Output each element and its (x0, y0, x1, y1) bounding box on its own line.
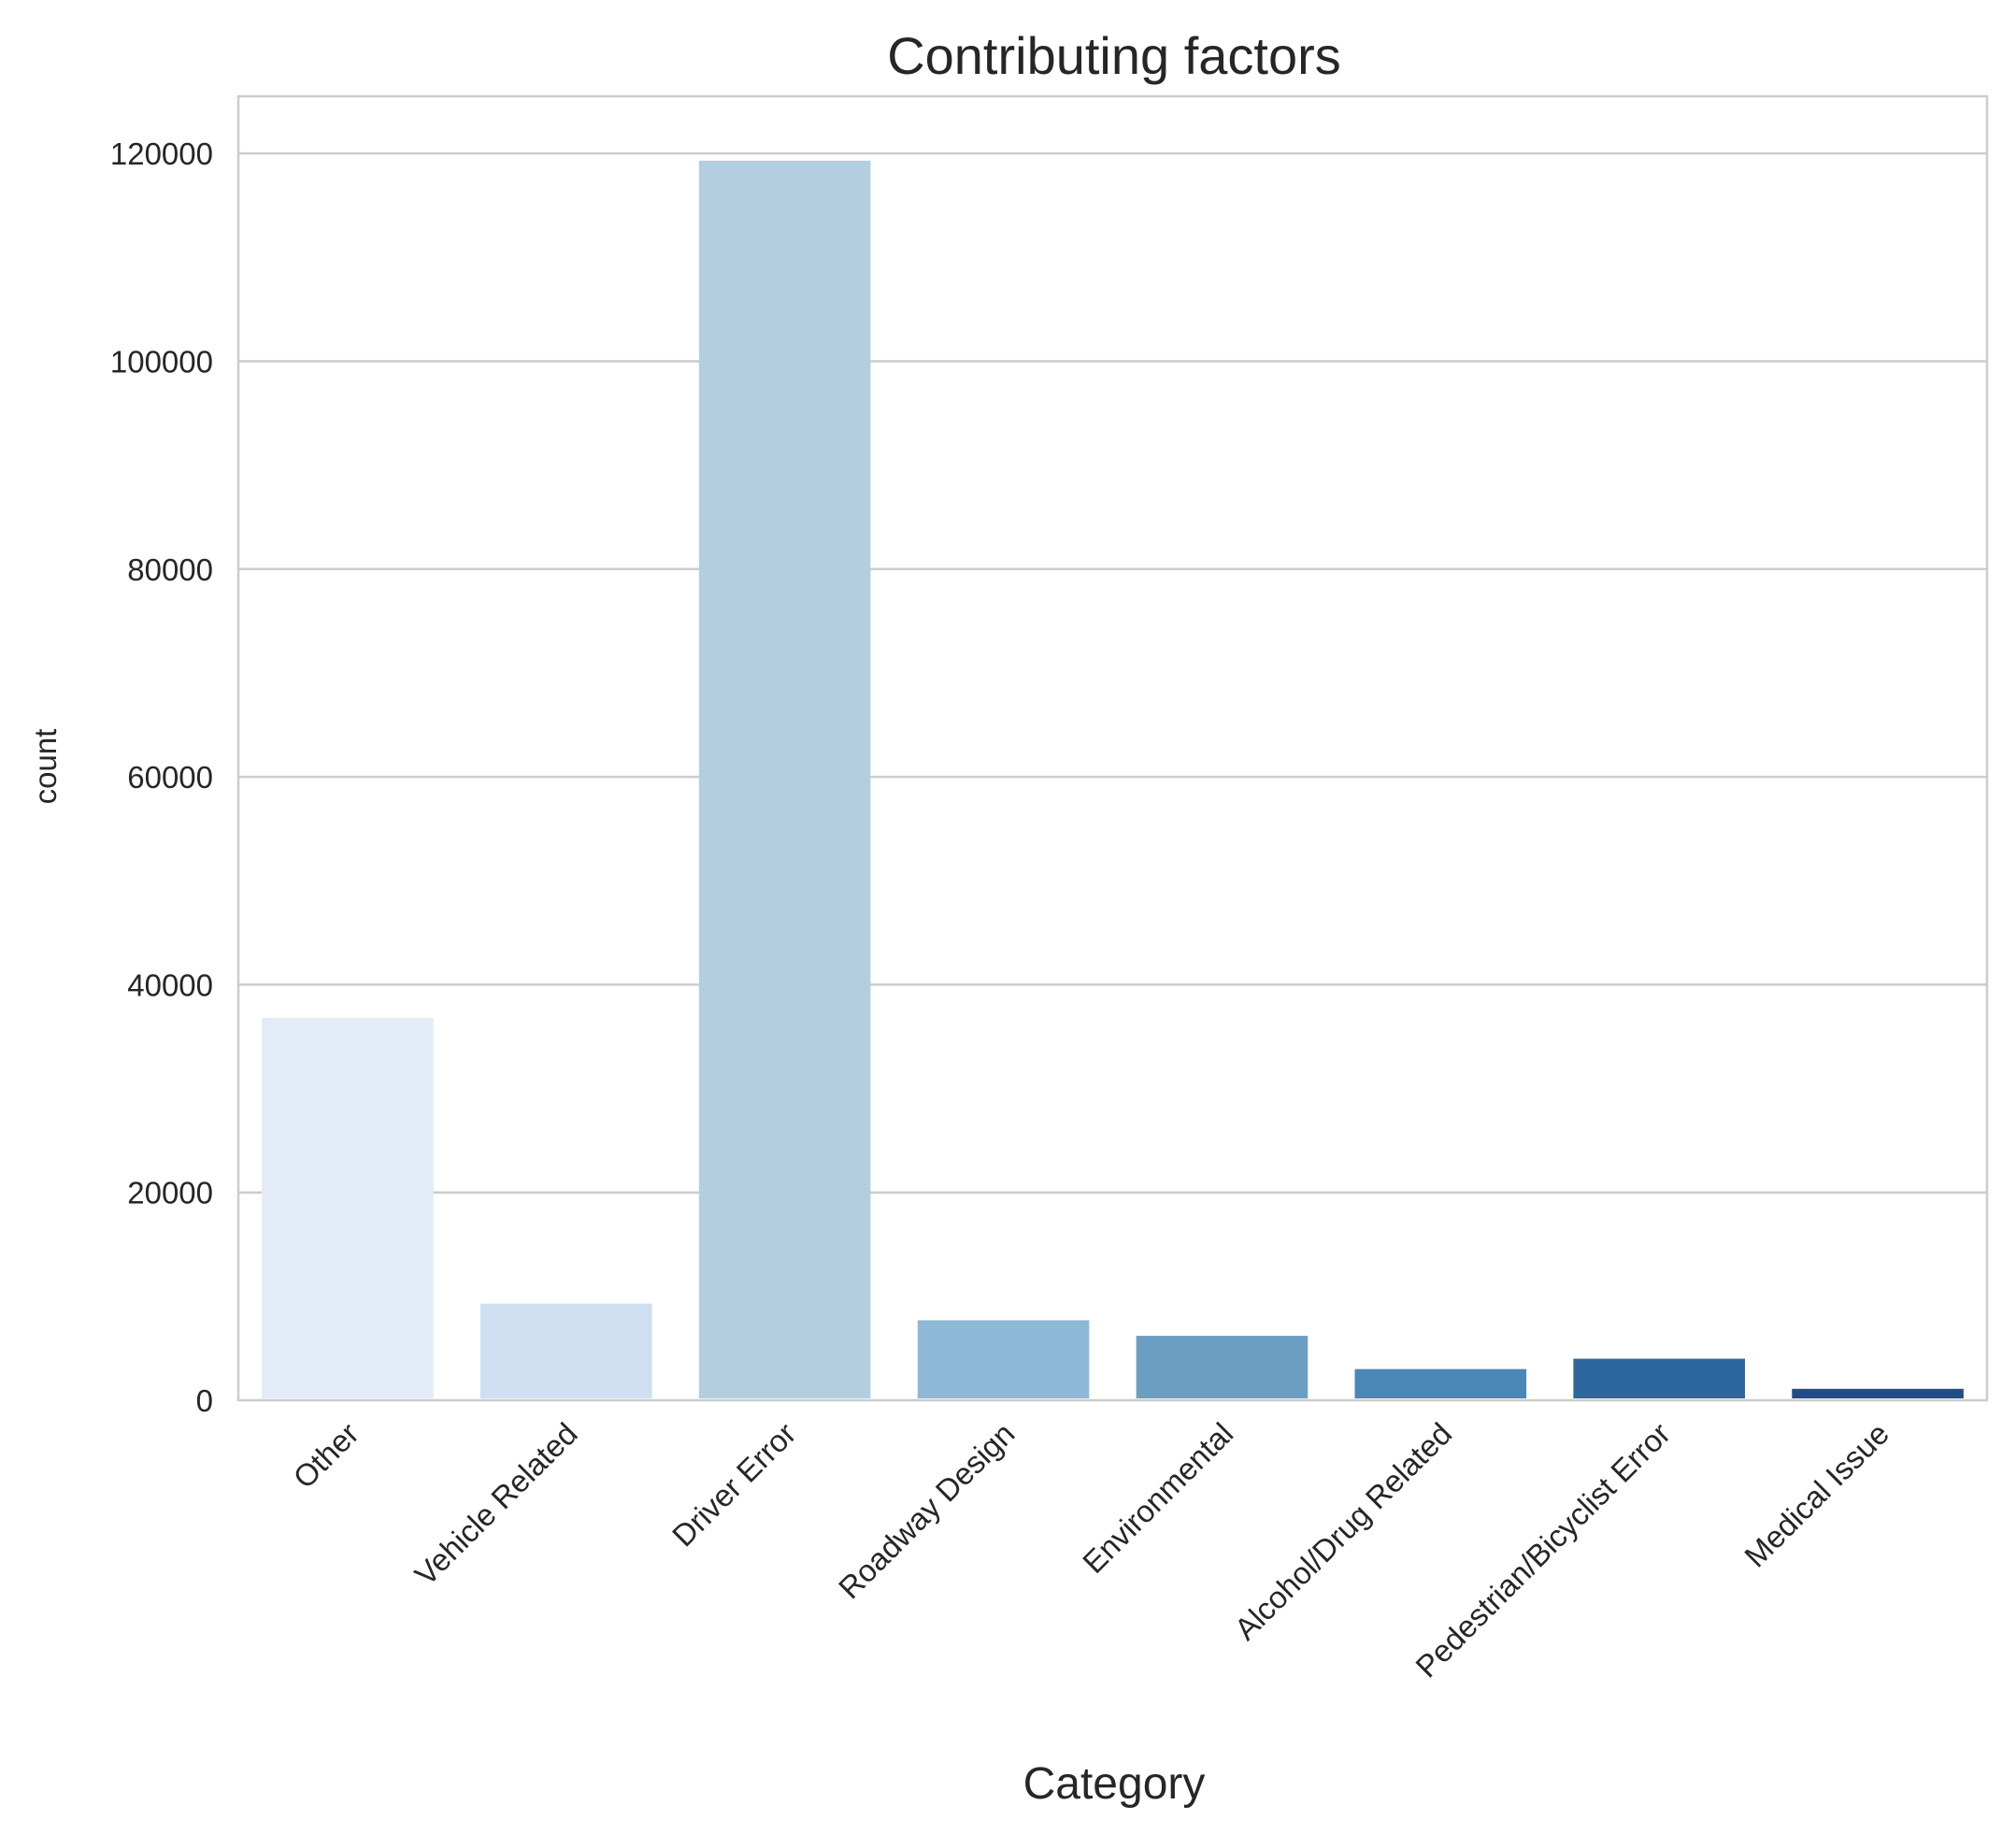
chart-title: Contributing factors (887, 26, 1341, 85)
x-tick-label: Vehicle Related (408, 1416, 583, 1592)
y-tick-label: 100000 (110, 344, 213, 379)
x-tick-label: Other (286, 1416, 365, 1496)
gridlines (238, 151, 1987, 1194)
y-tick-label: 20000 (127, 1176, 213, 1211)
plot-frame (236, 94, 1989, 1402)
bar-vehicle-related (480, 1303, 652, 1398)
y-tick-label: 60000 (127, 760, 213, 795)
x-tick-label: Environmental (1076, 1416, 1239, 1580)
y-tick-label: 40000 (127, 967, 213, 1002)
y-axis-label: count (28, 729, 63, 805)
y-tick-labels: 0 20000 40000 60000 80000 100000 120000 (110, 136, 213, 1418)
x-tick-label: Pedestrian/Bicyclist Error (1409, 1416, 1677, 1684)
bar-roadway-design (917, 1320, 1090, 1398)
y-tick-label: 0 (196, 1383, 213, 1418)
bar-other (262, 1017, 434, 1398)
x-tick-labels: Other Vehicle Related Driver Error Roadway … (286, 1416, 1895, 1684)
bar-medical-issue (1792, 1388, 1964, 1398)
y-tick-label: 120000 (110, 136, 213, 171)
bars (262, 160, 1964, 1398)
x-tick-label: Alcohol/Drug Related (1228, 1416, 1459, 1647)
x-tick-label: Roadway Design (832, 1416, 1022, 1606)
x-axis-label: Category (1023, 1759, 1206, 1809)
x-tick-label: Driver Error (665, 1416, 803, 1554)
y-tick-label: 80000 (127, 552, 213, 587)
bar-environmental (1136, 1336, 1308, 1398)
bar-alcohol-drug-related (1354, 1368, 1527, 1398)
bar-pedestrian-bicyclist-error (1573, 1358, 1745, 1398)
bar-driver-error (698, 160, 871, 1398)
x-tick-label: Medical Issue (1737, 1416, 1895, 1574)
